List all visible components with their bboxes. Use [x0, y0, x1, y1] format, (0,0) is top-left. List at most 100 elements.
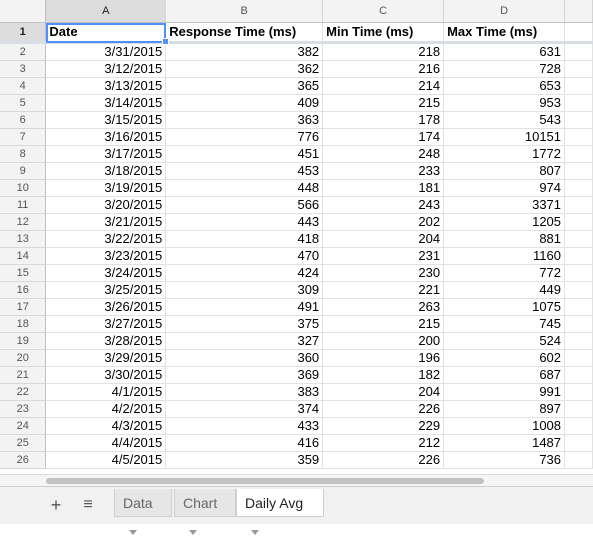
empty-cell[interactable] [564, 332, 593, 350]
column-header-e[interactable] [564, 0, 593, 23]
empty-cell[interactable] [564, 417, 593, 435]
row-header[interactable]: 5 [0, 94, 47, 112]
empty-cell[interactable] [564, 264, 593, 282]
empty-cell[interactable] [564, 230, 593, 248]
row-header[interactable]: 8 [0, 145, 47, 163]
max-time-cell[interactable]: 631 [443, 42, 566, 61]
response-time-cell[interactable]: 374 [165, 400, 324, 418]
empty-cell[interactable] [564, 22, 593, 44]
empty-cell[interactable] [564, 400, 593, 418]
empty-cell[interactable] [564, 179, 593, 197]
response-time-cell[interactable]: 470 [165, 247, 324, 265]
response-time-cell[interactable]: 566 [165, 196, 324, 214]
empty-cell[interactable] [564, 145, 593, 163]
fill-handle[interactable] [162, 38, 169, 45]
min-time-cell[interactable]: 214 [322, 77, 445, 95]
min-time-cell[interactable]: 215 [322, 315, 445, 333]
empty-cell[interactable] [564, 366, 593, 384]
empty-cell[interactable] [564, 213, 593, 231]
empty-cell[interactable] [564, 383, 593, 401]
max-time-cell[interactable]: 602 [443, 349, 566, 367]
max-time-cell[interactable]: 991 [443, 383, 566, 401]
row-header[interactable]: 19 [0, 332, 47, 350]
response-time-cell[interactable]: 443 [165, 213, 324, 231]
empty-cell[interactable] [564, 451, 593, 469]
max-time-cell[interactable]: 10151 [443, 128, 566, 146]
row-header[interactable]: 10 [0, 179, 47, 197]
response-time-cell[interactable]: 448 [165, 179, 324, 197]
max-time-cell[interactable]: 687 [443, 366, 566, 384]
column-header-d[interactable]: D [443, 0, 566, 23]
max-time-cell[interactable]: 543 [443, 111, 566, 129]
empty-cell[interactable] [564, 128, 593, 146]
date-cell[interactable]: 4/1/2015 [45, 383, 167, 401]
response-time-cell[interactable]: 375 [165, 315, 324, 333]
min-time-cell[interactable]: 174 [322, 128, 445, 146]
min-time-cell[interactable]: 216 [322, 60, 445, 78]
response-time-cell[interactable]: 365 [165, 77, 324, 95]
chevron-down-icon[interactable] [189, 529, 197, 535]
max-time-cell[interactable]: 953 [443, 94, 566, 112]
response-time-cell[interactable]: 362 [165, 60, 324, 78]
date-cell[interactable]: 3/28/2015 [45, 332, 167, 350]
empty-cell[interactable] [564, 42, 593, 61]
row-header[interactable]: 14 [0, 247, 47, 265]
min-time-cell[interactable]: 212 [322, 434, 445, 452]
max-time-cell[interactable]: 3371 [443, 196, 566, 214]
row-header[interactable]: 24 [0, 417, 47, 435]
response-time-cell[interactable]: 433 [165, 417, 324, 435]
date-cell[interactable]: 3/12/2015 [45, 60, 167, 78]
response-time-cell[interactable]: 359 [165, 451, 324, 469]
all-sheets-menu-icon[interactable]: ≡ [83, 496, 93, 513]
date-cell[interactable]: 4/2/2015 [45, 400, 167, 418]
date-cell[interactable]: 3/31/2015 [45, 42, 167, 61]
date-cell[interactable]: 4/4/2015 [45, 434, 167, 452]
min-time-cell[interactable]: 182 [322, 366, 445, 384]
column-header-b[interactable]: B [165, 0, 324, 23]
empty-cell[interactable] [564, 349, 593, 367]
max-time-cell[interactable]: 881 [443, 230, 566, 248]
horizontal-scrollbar[interactable] [0, 474, 593, 487]
header-cell-max-time[interactable]: Max Time (ms) [443, 22, 566, 44]
row-header[interactable]: 15 [0, 264, 47, 282]
min-time-cell[interactable]: 226 [322, 451, 445, 469]
row-header[interactable]: 13 [0, 230, 47, 248]
empty-cell[interactable] [564, 94, 593, 112]
row-header[interactable]: 2 [0, 42, 47, 61]
date-cell[interactable]: 3/21/2015 [45, 213, 167, 231]
row-header[interactable]: 23 [0, 400, 47, 418]
max-time-cell[interactable]: 1160 [443, 247, 566, 265]
response-time-cell[interactable]: 424 [165, 264, 324, 282]
max-time-cell[interactable]: 728 [443, 60, 566, 78]
response-time-cell[interactable]: 327 [165, 332, 324, 350]
tab-data[interactable]: Data [114, 489, 172, 535]
response-time-cell[interactable]: 383 [165, 383, 324, 401]
min-time-cell[interactable]: 204 [322, 230, 445, 248]
date-cell[interactable]: 3/18/2015 [45, 162, 167, 180]
empty-cell[interactable] [564, 247, 593, 265]
row-header[interactable]: 11 [0, 196, 47, 214]
empty-cell[interactable] [564, 315, 593, 333]
date-cell[interactable]: 4/3/2015 [45, 417, 167, 435]
min-time-cell[interactable]: 248 [322, 145, 445, 163]
row-header[interactable]: 26 [0, 451, 47, 469]
response-time-cell[interactable]: 360 [165, 349, 324, 367]
date-cell[interactable]: 3/25/2015 [45, 281, 167, 299]
empty-cell[interactable] [564, 111, 593, 129]
min-time-cell[interactable]: 230 [322, 264, 445, 282]
date-cell[interactable]: 3/30/2015 [45, 366, 167, 384]
empty-cell[interactable] [564, 196, 593, 214]
empty-cell[interactable] [564, 298, 593, 316]
date-cell[interactable]: 3/22/2015 [45, 230, 167, 248]
header-cell-response-time[interactable]: Response Time (ms) [165, 22, 324, 44]
response-time-cell[interactable]: 409 [165, 94, 324, 112]
date-cell[interactable]: 3/24/2015 [45, 264, 167, 282]
empty-cell[interactable] [564, 60, 593, 78]
row-header[interactable]: 12 [0, 213, 47, 231]
max-time-cell[interactable]: 1772 [443, 145, 566, 163]
date-cell[interactable]: 3/27/2015 [45, 315, 167, 333]
min-time-cell[interactable]: 204 [322, 383, 445, 401]
max-time-cell[interactable]: 1008 [443, 417, 566, 435]
date-cell[interactable]: 3/29/2015 [45, 349, 167, 367]
min-time-cell[interactable]: 231 [322, 247, 445, 265]
